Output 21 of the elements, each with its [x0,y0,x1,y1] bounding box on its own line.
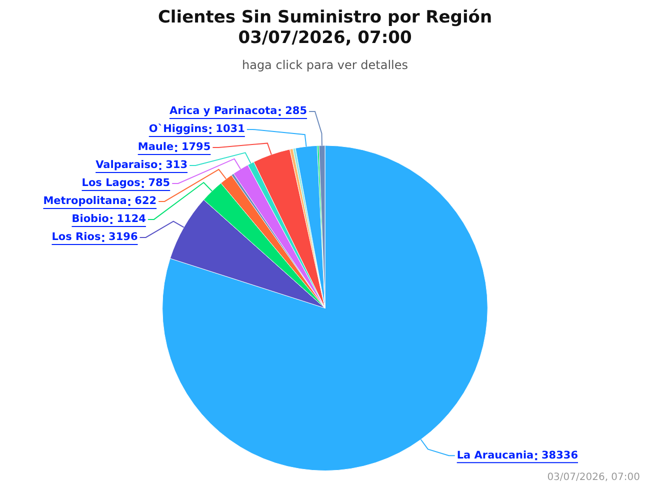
data-label: 313 [166,159,188,172]
slice-label: Arica y Parinacota [169,105,278,118]
slice-label: Metropolitana [43,195,127,208]
data-label: 1031 [216,123,245,136]
text: 03/07/2026, 07:00 [547,472,640,483]
chart-title: Clientes Sin Suministro por Región 03/07/2026, 07:00 [158,8,492,48]
data-label: 785 [148,177,170,190]
slice-label: La Araucania [456,449,534,462]
slice-label: Maule [138,141,174,154]
slice-label: Los Lagos [82,177,140,190]
data-label: 622 [134,195,157,208]
chart-subtitle: haga click para ver detalles [242,58,408,72]
slice-label: Valparaiso [96,159,158,172]
slice-label: Los Rios [52,231,101,244]
data-label: 285 [285,105,308,118]
slice-label: O`Higgins [148,123,208,136]
data-label: 38336 [541,449,578,462]
data-label: 1795 [181,141,211,154]
data-label: 3196 [108,231,138,244]
slice-label: Biobio [72,213,109,226]
data-label: 1124 [116,213,146,226]
